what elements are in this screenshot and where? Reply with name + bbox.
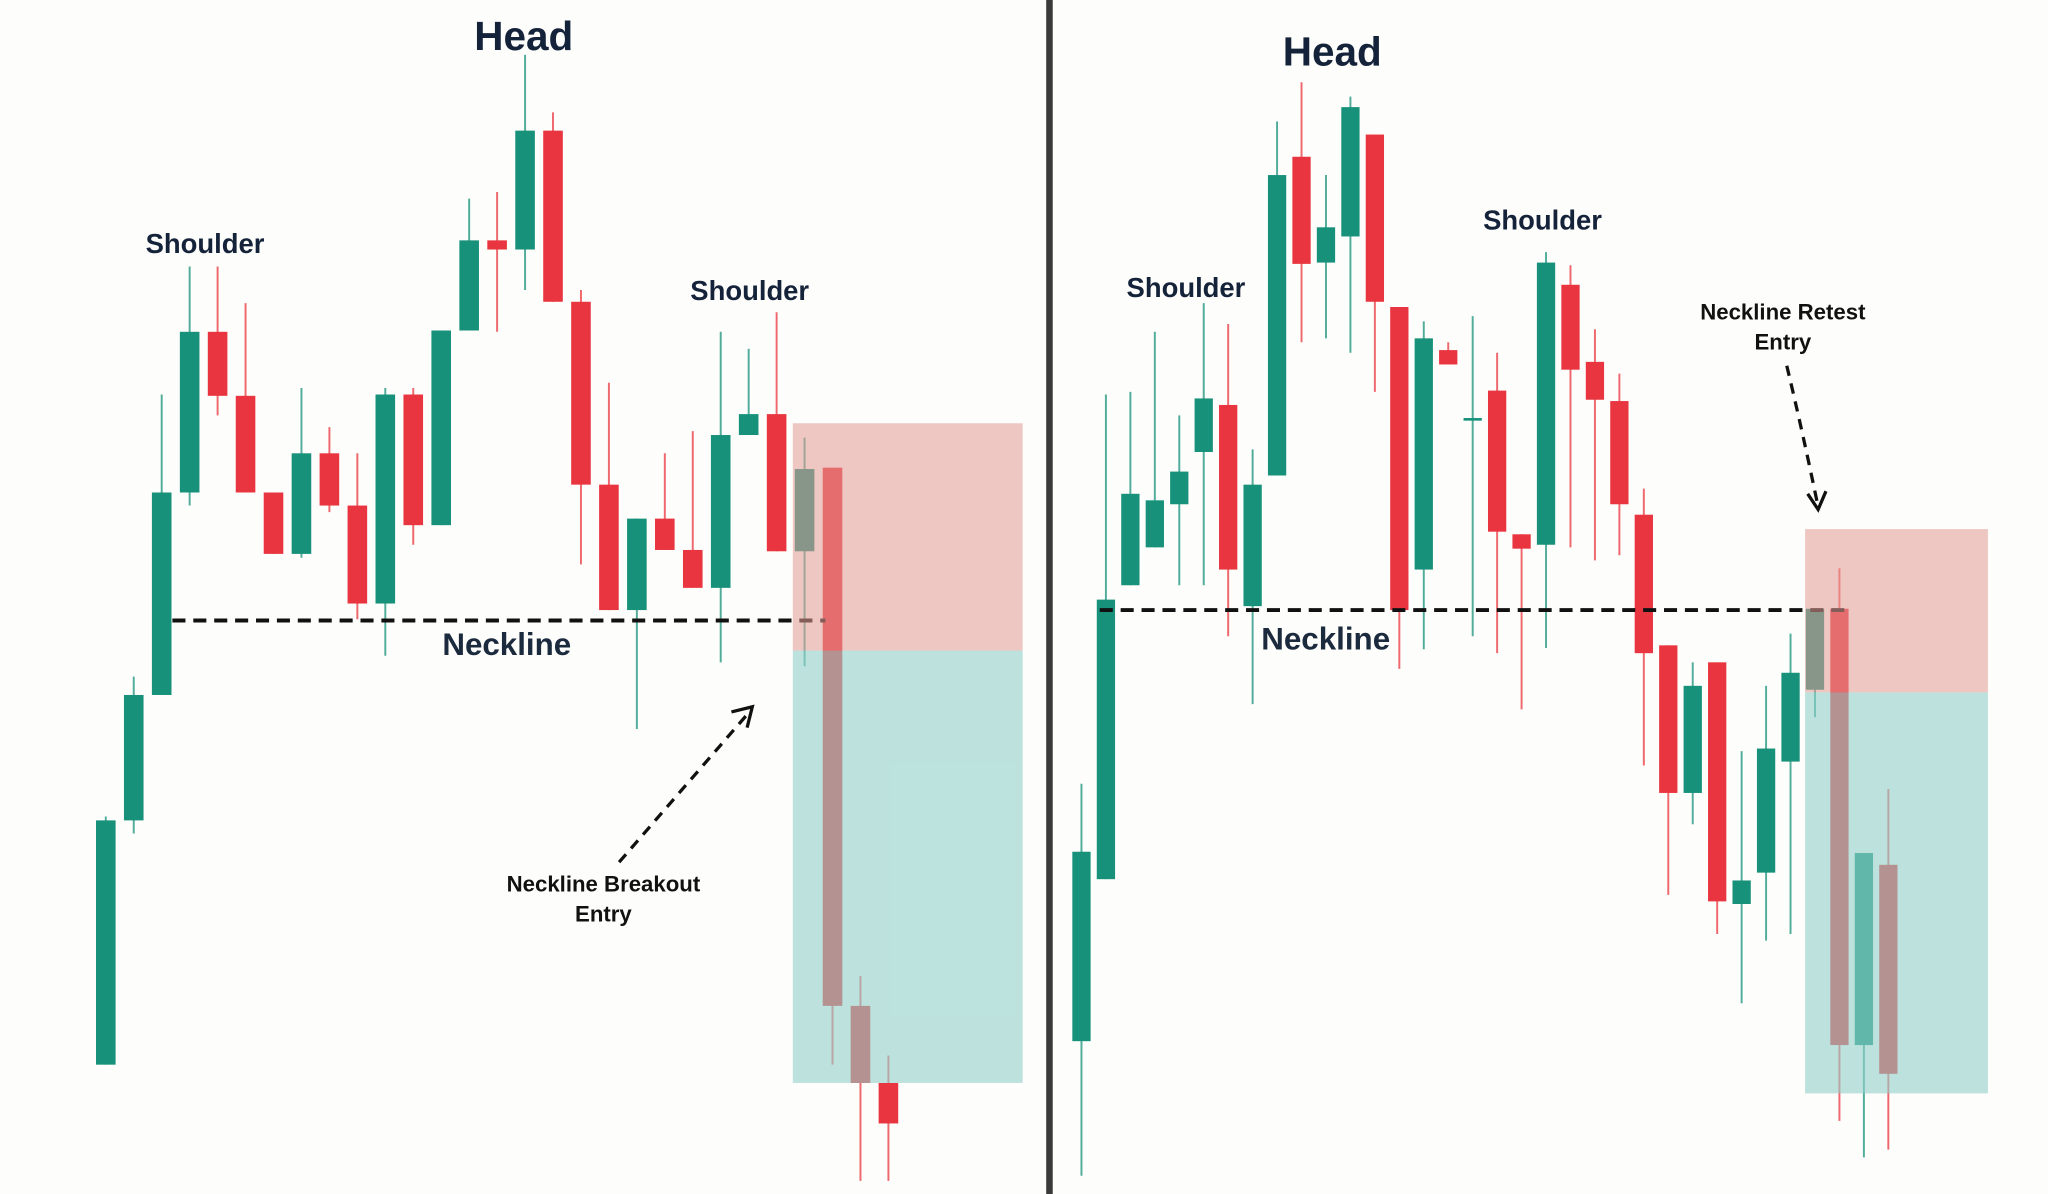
candle-body <box>1708 662 1727 902</box>
entry-label: Neckline Retest <box>1700 299 1866 324</box>
candle-body <box>1170 471 1189 505</box>
candle-body <box>1341 107 1360 237</box>
candle-body <box>682 549 703 588</box>
candle-body <box>291 453 312 554</box>
target-zone <box>1805 692 1988 1094</box>
arrow-head <box>1806 490 1828 513</box>
candle-body <box>123 694 144 821</box>
candle-body <box>319 453 340 506</box>
entry-label: Neckline Breakout <box>507 872 701 897</box>
candle-body <box>738 414 759 436</box>
candle-body <box>1439 350 1458 365</box>
candle-body <box>710 435 731 588</box>
candle-body <box>1585 361 1605 400</box>
head-label: Head <box>474 13 573 59</box>
divider <box>1046 0 1053 1194</box>
head-label: Head <box>1283 29 1382 75</box>
entry-arrow <box>617 713 749 864</box>
candle-body <box>878 1082 899 1124</box>
stop-zone <box>792 423 1023 651</box>
candle-body <box>1365 134 1385 302</box>
candle-body <box>459 240 479 331</box>
entry-label: Entry <box>575 902 632 927</box>
candle-body <box>543 130 563 302</box>
candle-body <box>403 394 424 526</box>
neckline-label: Neckline <box>442 627 571 662</box>
candle-body <box>1659 645 1678 793</box>
candle-body <box>655 518 675 550</box>
candle-body <box>1487 390 1507 532</box>
candle-body <box>347 505 368 604</box>
candle-body <box>1683 685 1702 793</box>
candle-body <box>1756 748 1776 873</box>
candle-body <box>179 331 200 493</box>
candle-body <box>151 492 172 695</box>
candle-body <box>599 484 619 611</box>
candle-body <box>1121 493 1140 586</box>
right-chart <box>1072 82 1898 1176</box>
candle-body <box>375 394 396 604</box>
candle-body <box>1145 500 1164 548</box>
candle-body <box>1096 599 1116 880</box>
entry-label: Entry <box>1755 329 1812 354</box>
candle-body <box>1414 338 1433 570</box>
candle-body <box>1463 418 1482 421</box>
candle-body <box>1243 484 1262 607</box>
candle-body <box>235 395 256 493</box>
candle-body <box>1194 398 1213 452</box>
candle-body <box>207 331 228 396</box>
candle-body <box>1512 534 1531 549</box>
candle-body <box>1781 672 1800 762</box>
candle-body <box>1316 227 1336 263</box>
target-zone <box>792 650 1023 1083</box>
candle-body <box>1390 306 1409 611</box>
candle-body <box>487 240 507 250</box>
candle-body <box>263 492 284 554</box>
candle-body <box>1219 404 1238 570</box>
shoulder-label: Shoulder <box>146 228 265 259</box>
candle-body <box>1610 401 1629 505</box>
candle-body <box>1536 262 1556 545</box>
candle-body <box>571 301 591 485</box>
candle-body <box>766 414 787 552</box>
candle-body <box>1072 851 1091 1042</box>
candle-body <box>431 330 452 526</box>
candle-body <box>1292 156 1311 264</box>
shoulder-label: Shoulder <box>1127 272 1246 303</box>
stop-zone <box>1805 529 1988 693</box>
candle-body <box>1267 175 1287 476</box>
candle-body <box>515 130 535 250</box>
candle-body <box>96 820 116 1065</box>
shoulder-label: Shoulder <box>1483 204 1602 235</box>
candle-body <box>1634 514 1653 654</box>
shoulder-label: Shoulder <box>690 275 809 306</box>
arrow-head <box>731 704 755 729</box>
neckline-label: Neckline <box>1261 622 1390 657</box>
candle-body <box>1561 284 1580 370</box>
candle-body <box>1732 880 1751 904</box>
candle-body <box>627 518 647 611</box>
